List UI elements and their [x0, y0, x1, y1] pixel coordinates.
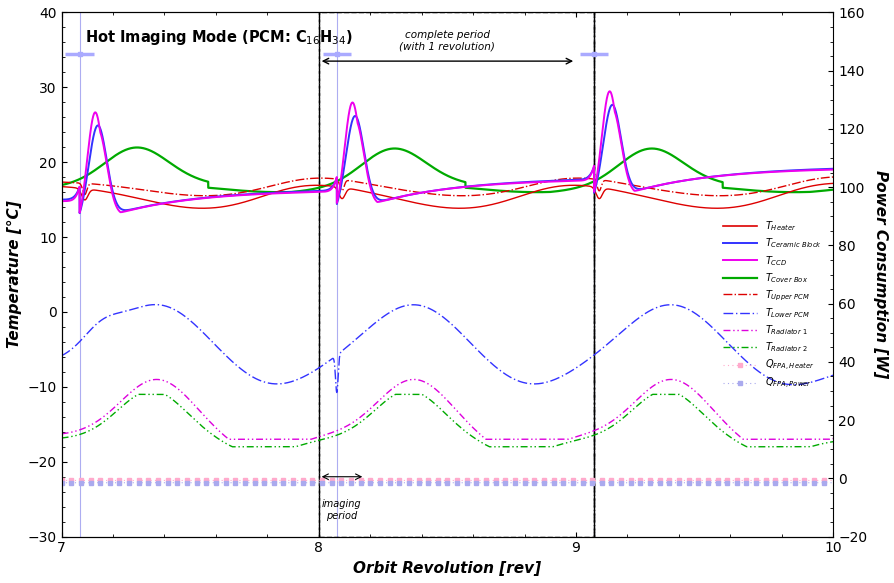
Text: Hot Imaging Mode (PCM: C$_{16}$H$_{34}$): Hot Imaging Mode (PCM: C$_{16}$H$_{34}$)	[85, 28, 352, 47]
Y-axis label: Power Consumption [W]: Power Consumption [W]	[872, 170, 887, 379]
X-axis label: Orbit Revolution [rev]: Orbit Revolution [rev]	[353, 561, 541, 576]
Text: complete period
(with 1 revolution): complete period (with 1 revolution)	[399, 30, 494, 51]
Y-axis label: Temperature [°C]: Temperature [°C]	[7, 201, 22, 349]
Text: imaging
period: imaging period	[322, 499, 361, 521]
Legend: $T_{Heater}$, $T_{Ceramic\ Block}$, $T_{CCD}$, $T_{Cover\ Box}$, $T_{Upper\ PCM}: $T_{Heater}$, $T_{Ceramic\ Block}$, $T_{…	[719, 216, 823, 394]
